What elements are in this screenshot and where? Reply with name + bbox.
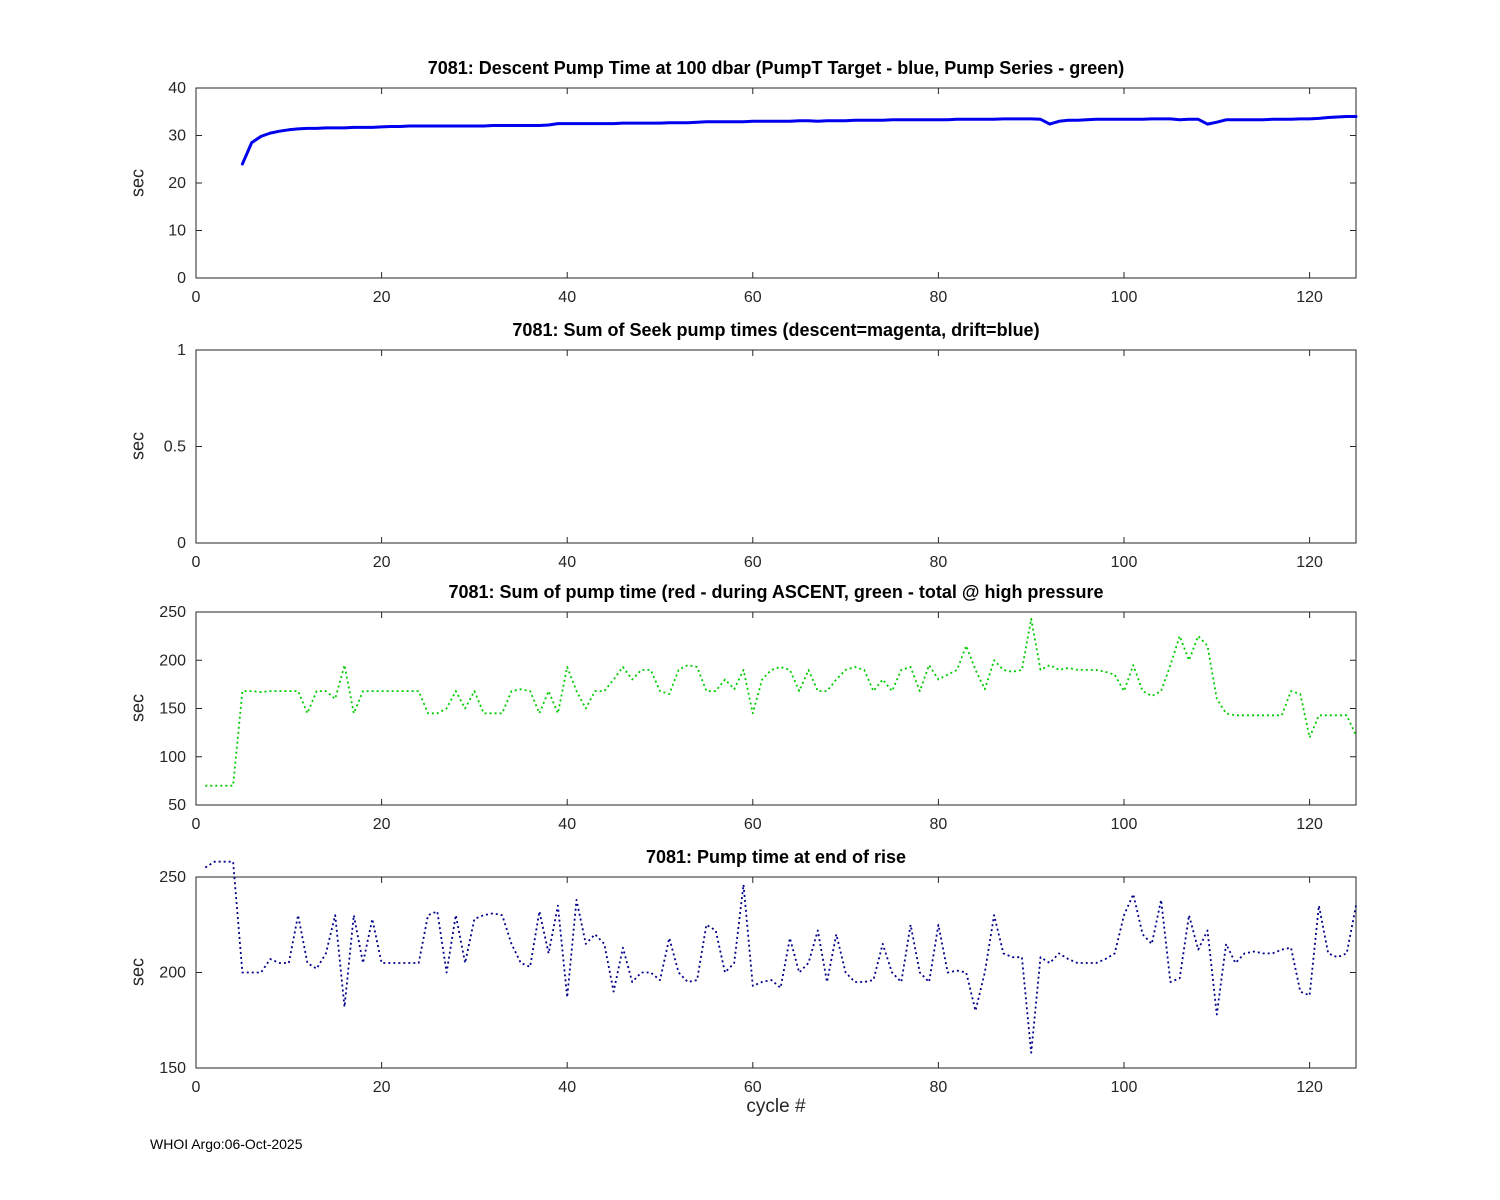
svg-text:100: 100 [159, 749, 186, 766]
svg-text:120: 120 [1296, 289, 1323, 306]
svg-text:20: 20 [373, 554, 391, 571]
svg-text:120: 120 [1296, 554, 1323, 571]
y-axis-label-1: sec [127, 168, 148, 198]
svg-text:80: 80 [930, 816, 948, 833]
svg-text:0: 0 [177, 270, 186, 287]
svg-text:100: 100 [1111, 816, 1138, 833]
svg-text:150: 150 [159, 1060, 186, 1077]
svg-text:0: 0 [192, 1079, 201, 1096]
chart-title-descent-pump: 7081: Descent Pump Time at 100 dbar (Pum… [427, 58, 1125, 78]
footer-text: WHOI Argo:06-Oct-2025 [150, 1136, 303, 1152]
svg-text:20: 20 [373, 1079, 391, 1096]
x-axis-label: cycle # [746, 1096, 806, 1117]
svg-text:60: 60 [744, 816, 762, 833]
svg-text:80: 80 [930, 1079, 948, 1096]
chart-title-sum-pump: 7081: Sum of pump time (red - during ASC… [448, 582, 1104, 602]
svg-text:200: 200 [159, 965, 186, 982]
svg-text:20: 20 [373, 289, 391, 306]
svg-text:200: 200 [159, 652, 186, 669]
y-axis-label-3: sec [127, 693, 148, 723]
svg-text:120: 120 [1296, 1079, 1323, 1096]
svg-text:0: 0 [192, 289, 201, 306]
svg-text:100: 100 [1111, 1079, 1138, 1096]
svg-text:100: 100 [1111, 554, 1138, 571]
svg-text:40: 40 [558, 554, 576, 571]
svg-text:250: 250 [159, 604, 186, 621]
svg-text:0: 0 [192, 554, 201, 571]
svg-text:0.5: 0.5 [164, 439, 186, 456]
svg-text:50: 50 [168, 797, 186, 814]
svg-text:100: 100 [1111, 289, 1138, 306]
svg-text:150: 150 [159, 701, 186, 718]
svg-text:60: 60 [744, 1079, 762, 1096]
svg-text:40: 40 [558, 816, 576, 833]
svg-text:40: 40 [168, 80, 186, 97]
y-axis-label-4: sec [127, 957, 148, 987]
svg-text:120: 120 [1296, 816, 1323, 833]
svg-text:30: 30 [168, 128, 186, 145]
svg-text:40: 40 [558, 289, 576, 306]
svg-text:10: 10 [168, 223, 186, 240]
svg-text:0: 0 [177, 535, 186, 552]
svg-text:250: 250 [159, 869, 186, 886]
svg-text:40: 40 [558, 1079, 576, 1096]
chart-title-seek-pump: 7081: Sum of Seek pump times (descent=ma… [512, 320, 1040, 340]
svg-text:20: 20 [373, 816, 391, 833]
svg-text:80: 80 [930, 289, 948, 306]
chart-title-end-of-rise: 7081: Pump time at end of rise [645, 847, 907, 867]
svg-text:80: 80 [930, 554, 948, 571]
svg-text:0: 0 [192, 816, 201, 833]
svg-text:20: 20 [168, 175, 186, 192]
svg-text:60: 60 [744, 289, 762, 306]
svg-text:60: 60 [744, 554, 762, 571]
y-axis-label-2: sec [127, 431, 148, 461]
svg-text:1: 1 [177, 342, 186, 359]
